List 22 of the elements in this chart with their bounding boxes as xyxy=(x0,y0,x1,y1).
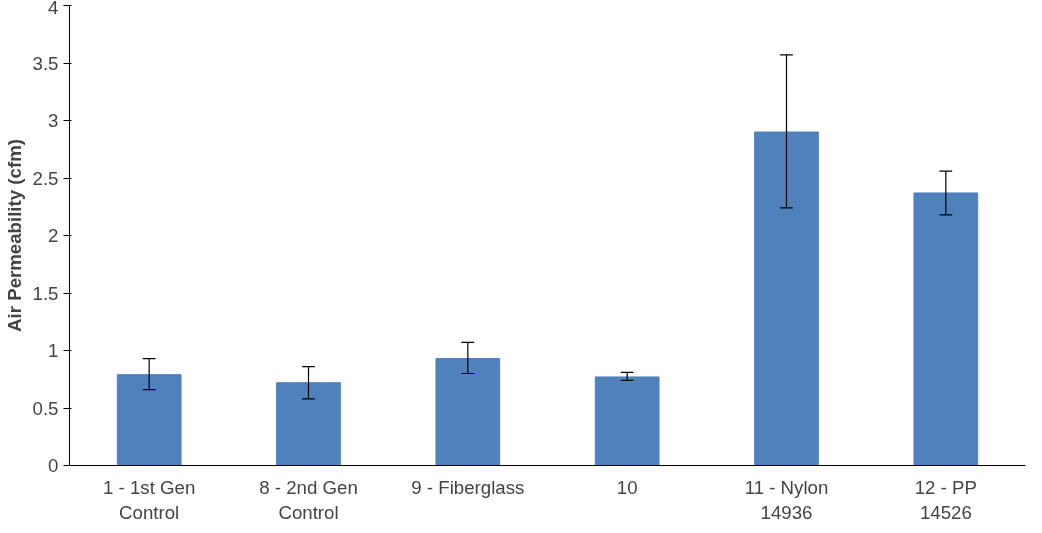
y-tick-label: 2 xyxy=(48,225,59,246)
bar xyxy=(435,358,501,466)
y-tick-label: 1.5 xyxy=(32,282,59,304)
x-tick-label: 9 - Fiberglass xyxy=(411,476,525,498)
x-tick-label: 11 - Nylon 14936 xyxy=(744,476,829,523)
y-tick-label: 4 xyxy=(48,0,59,18)
bar xyxy=(116,374,182,466)
y-tick-label: 3.5 xyxy=(32,52,59,74)
y-tick-label: 3 xyxy=(48,110,59,131)
bar xyxy=(594,376,660,466)
y-tick-label: 0.5 xyxy=(32,397,59,419)
x-tick-label: 8 - 2nd Gen Control xyxy=(259,476,358,523)
y-tick-label: 2.5 xyxy=(32,167,59,189)
x-tick-label: 12 - PP 14526 xyxy=(914,476,977,523)
y-tick-label: 1 xyxy=(48,340,59,361)
x-tick-label: 10 xyxy=(616,476,638,498)
bar xyxy=(754,131,819,466)
y-tick-label: 0 xyxy=(48,455,59,476)
bar xyxy=(276,382,341,466)
x-tick-label: 1 - 1st Gen Control xyxy=(103,476,196,523)
bar xyxy=(913,192,979,466)
y-axis-title: Air Permeability (cfm) xyxy=(3,139,25,332)
